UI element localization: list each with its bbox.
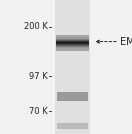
Bar xyxy=(56,36,89,37)
Bar xyxy=(56,42,89,43)
Bar xyxy=(56,46,89,47)
Text: 97 K: 97 K xyxy=(29,72,48,81)
Bar xyxy=(56,41,89,42)
Bar xyxy=(56,44,89,45)
Bar xyxy=(56,39,89,40)
Bar xyxy=(56,47,89,48)
Text: EMSY: EMSY xyxy=(120,37,132,46)
Bar xyxy=(57,123,88,129)
Bar xyxy=(57,92,88,101)
Bar xyxy=(56,35,89,36)
Bar xyxy=(55,0,90,134)
Bar xyxy=(56,49,89,50)
Bar xyxy=(56,43,89,44)
Bar xyxy=(56,37,89,38)
Bar xyxy=(56,48,89,49)
Bar xyxy=(56,40,89,41)
Bar xyxy=(56,50,89,51)
Text: 200 K: 200 K xyxy=(24,22,48,31)
Text: 70 K: 70 K xyxy=(29,107,48,116)
Bar xyxy=(56,45,89,46)
Bar xyxy=(56,38,89,39)
